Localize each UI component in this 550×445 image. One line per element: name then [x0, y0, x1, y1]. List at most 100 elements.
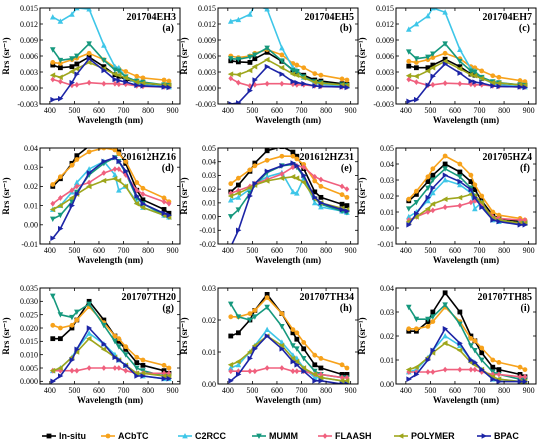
data-point-acbtc	[116, 336, 122, 342]
data-point-acbtc	[442, 153, 448, 159]
data-point-in-situ	[490, 364, 496, 370]
data-point-in-situ	[290, 330, 296, 336]
data-point-mumm	[413, 200, 420, 206]
y-tick-label: 0.000	[198, 84, 216, 93]
data-point-bpac	[312, 194, 318, 201]
y-tick-label: 0.00	[380, 380, 394, 389]
data-point-acbtc	[344, 77, 350, 83]
data-point-acbtc	[50, 182, 56, 187]
data-point-in-situ	[161, 207, 167, 212]
legend-item-c2rcc: C2RCC	[178, 431, 227, 441]
data-point-flaash	[228, 368, 234, 375]
panel-letter: (b)	[340, 23, 352, 34]
chart-panel-b: 400 500 600 700 800 900 -0.003 0.000 0.003 0.006 0…	[179, 2, 359, 125]
data-point-mumm	[227, 214, 234, 220]
data-point-bpac	[290, 78, 296, 85]
panel-title: 201707TH34	[300, 292, 354, 303]
y-tick-label: 0.009	[20, 36, 38, 45]
data-point-acbtc	[294, 62, 300, 68]
x-tick-label: 800	[320, 106, 332, 115]
data-point-in-situ	[479, 350, 485, 356]
data-point-acbtc	[74, 317, 80, 323]
data-point-c2rcc	[227, 197, 234, 203]
data-point-bpac	[235, 227, 242, 234]
data-point-acbtc	[406, 196, 412, 202]
data-point-polymer	[133, 79, 140, 85]
x-tick-label: 700	[474, 386, 486, 395]
x-tick-label: 600	[449, 106, 461, 115]
data-point-in-situ	[101, 317, 107, 323]
y-tick-label: 0.009	[198, 36, 216, 45]
data-point-bpac	[166, 84, 172, 91]
plot-area	[49, 293, 172, 384]
data-point-polymer	[405, 366, 412, 373]
data-point-bpac	[74, 71, 80, 77]
data-point-c2rcc	[405, 213, 412, 220]
data-point-flaash	[339, 183, 345, 190]
data-point-c2rcc	[457, 46, 463, 52]
data-point-acbtc	[522, 79, 528, 84]
data-point-flaash	[290, 368, 296, 375]
panel-letter: (h)	[340, 303, 352, 314]
y-tick-label: 0.005	[20, 364, 38, 373]
data-point-bpac	[490, 83, 496, 89]
data-point-polymer	[300, 75, 307, 81]
data-point-bpac	[472, 194, 478, 201]
data-point-acbtc	[279, 153, 285, 159]
data-point-in-situ	[339, 372, 345, 377]
data-point-flaash	[522, 373, 528, 380]
data-point-c2rcc	[472, 205, 478, 212]
data-point-mumm	[252, 52, 258, 58]
series-line-flaash	[408, 368, 525, 378]
data-point-c2rcc	[442, 177, 448, 183]
data-point-bpac	[264, 333, 271, 339]
data-point-polymer	[429, 201, 436, 207]
data-point-bpac	[522, 84, 528, 91]
data-point-polymer	[424, 68, 431, 74]
data-point-in-situ	[290, 149, 296, 155]
data-point-flaash	[74, 81, 80, 88]
data-point-polymer	[68, 68, 75, 75]
data-point-polymer	[289, 355, 296, 362]
y-tick-label: 0.012	[198, 20, 216, 29]
plot-area	[49, 148, 172, 242]
x-tick-label: 700	[118, 106, 130, 115]
y-tick-label: 0.006	[376, 52, 394, 61]
x-tick-label: 900	[167, 106, 179, 115]
data-point-acbtc	[50, 322, 56, 328]
data-point-polymer	[115, 177, 122, 184]
y-tick-label: 0.000	[20, 84, 38, 93]
panel-title: 201705HZ4	[483, 152, 532, 163]
data-point-acbtc	[479, 345, 485, 351]
data-point-flaash	[116, 166, 122, 173]
data-point-bpac	[290, 358, 296, 365]
y-tick-label: -0.003	[17, 100, 38, 109]
y-tick-label: 0.012	[20, 20, 38, 29]
data-point-polymer	[246, 349, 253, 355]
data-point-c2rcc	[252, 2, 258, 7]
data-point-bpac	[522, 378, 528, 384]
data-point-mumm	[264, 45, 270, 51]
y-tick-label: 0.025	[20, 310, 38, 319]
data-point-in-situ	[312, 362, 318, 368]
data-point-in-situ	[430, 172, 436, 178]
data-point-bpac	[318, 83, 324, 90]
data-point-flaash	[479, 81, 485, 88]
data-point-acbtc	[116, 151, 122, 157]
data-point-acbtc	[74, 157, 80, 162]
data-point-bpac	[339, 84, 346, 90]
data-point-mumm	[425, 185, 431, 191]
data-point-polymer	[311, 371, 318, 378]
data-point-polymer	[456, 347, 463, 354]
legend-label: POLYMER	[411, 431, 455, 441]
x-tick-label: 500	[424, 246, 436, 255]
data-point-polymer	[73, 66, 80, 72]
x-tick-label: 800	[142, 106, 154, 115]
data-point-acbtc	[318, 356, 324, 361]
chart-panel-f: 400 500 600 700 800 900 -0.01 0.00 0.01 0.02 0.03 0…	[357, 144, 537, 265]
data-point-bpac	[490, 217, 496, 223]
data-point-bpac	[468, 186, 474, 193]
data-point-in-situ	[496, 367, 502, 372]
y-tick-label: 0.05	[380, 144, 394, 153]
x-tick-label: 600	[93, 246, 105, 255]
